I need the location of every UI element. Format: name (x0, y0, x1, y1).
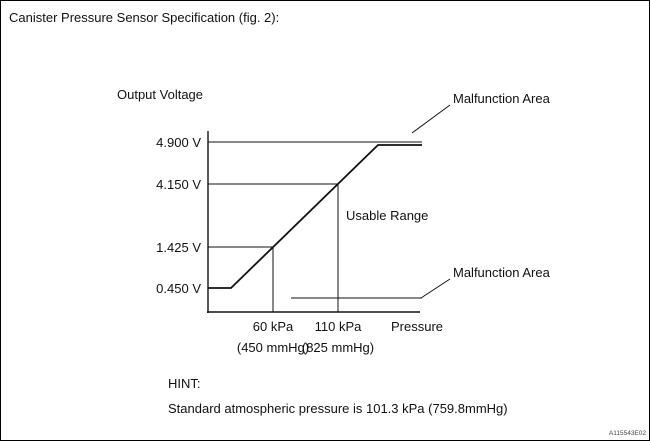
leader-line-malfunction-bottom (420, 278, 451, 299)
x-axis-title: Pressure (390, 319, 444, 334)
x-tick-60kpa-mmhg: (450 mmHg) (236, 340, 310, 355)
y-tick-1-425v: 1.425 V (156, 240, 201, 255)
page-title: Canister Pressure Sensor Specification (… (9, 10, 280, 25)
x-tick-110kpa-mmhg: (825 mmHg) (301, 340, 375, 355)
hint-text: Standard atmospheric pressure is 101.3 k… (168, 401, 508, 416)
malfunction-area-top-label: Malfunction Area (453, 91, 550, 106)
y-tick-4-900v: 4.900 V (156, 135, 201, 150)
leader-line-malfunction-top (411, 104, 451, 134)
y-axis-title: Output Voltage (117, 87, 204, 102)
hint-label: HINT: (168, 376, 201, 391)
sensor-output-curve (208, 144, 422, 289)
y-tick-4-150v: 4.150 V (156, 177, 201, 192)
usable-range-label: Usable Range (346, 208, 429, 223)
x-tick-110kpa: 110 kPa (314, 319, 362, 334)
malfunction-area-bottom-label: Malfunction Area (453, 265, 550, 280)
figure-code: A115543E02 (608, 430, 646, 437)
y-tick-0-450v: 0.450 V (156, 281, 201, 296)
x-tick-60kpa: 60 kPa (252, 319, 294, 334)
